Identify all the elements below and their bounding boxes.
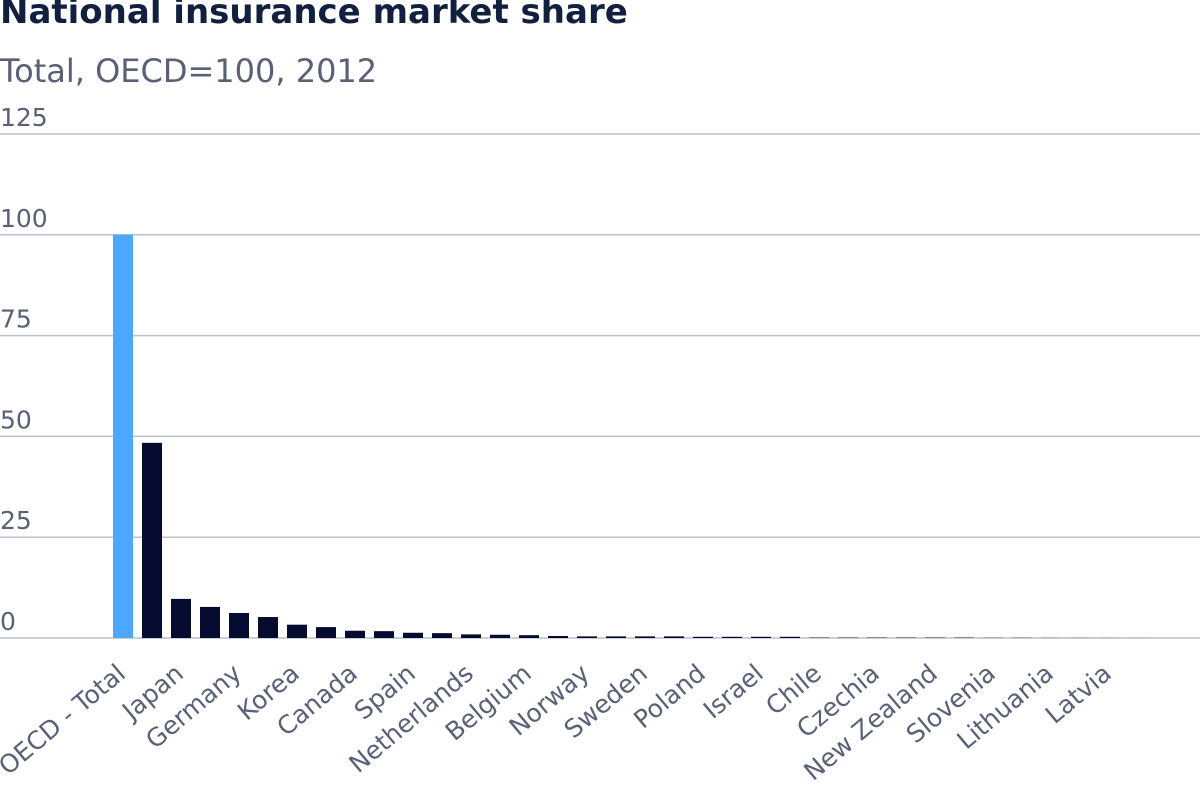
bar bbox=[345, 630, 365, 638]
bar bbox=[693, 636, 713, 638]
bar bbox=[548, 635, 568, 638]
y-axis-ticks: 0 25 50 75 100 125 bbox=[0, 103, 48, 636]
bar bbox=[635, 636, 655, 638]
y-tick-label: 50 bbox=[0, 405, 32, 434]
subtitle: Total, OECD=100, 2012 bbox=[0, 52, 378, 90]
bar bbox=[432, 633, 452, 638]
bar bbox=[461, 634, 481, 638]
bar bbox=[374, 631, 394, 638]
y-tick-label: 125 bbox=[0, 103, 48, 132]
y-tick-label: 25 bbox=[0, 506, 32, 535]
bar bbox=[577, 636, 597, 638]
bar bbox=[171, 598, 191, 638]
x-tick-label: Israel bbox=[698, 658, 769, 724]
bars bbox=[113, 234, 1148, 639]
bar bbox=[780, 636, 800, 638]
bar bbox=[722, 636, 742, 638]
bar bbox=[519, 635, 539, 638]
title: National insurance market share bbox=[0, 0, 628, 32]
bar bbox=[751, 636, 771, 638]
bar bbox=[113, 234, 133, 639]
bar bbox=[200, 606, 220, 638]
bar bbox=[403, 632, 423, 638]
bar bbox=[316, 627, 336, 638]
y-tick-label: 100 bbox=[0, 204, 48, 233]
bar bbox=[490, 634, 510, 638]
y-tick-label: 0 bbox=[0, 607, 16, 636]
bar bbox=[287, 624, 307, 638]
x-tick-label: Latvia bbox=[1040, 658, 1117, 729]
bar bbox=[606, 636, 626, 638]
bar bbox=[142, 442, 162, 638]
bar bbox=[664, 636, 684, 638]
gridlines bbox=[0, 133, 1200, 639]
y-tick-label: 75 bbox=[0, 305, 32, 334]
x-axis-labels: OECD - TotalJapanGermanyKoreaCanadaSpain… bbox=[0, 658, 1117, 786]
bar bbox=[258, 617, 278, 638]
x-tick-label: OECD - Total bbox=[0, 658, 131, 780]
bar bbox=[229, 613, 249, 638]
